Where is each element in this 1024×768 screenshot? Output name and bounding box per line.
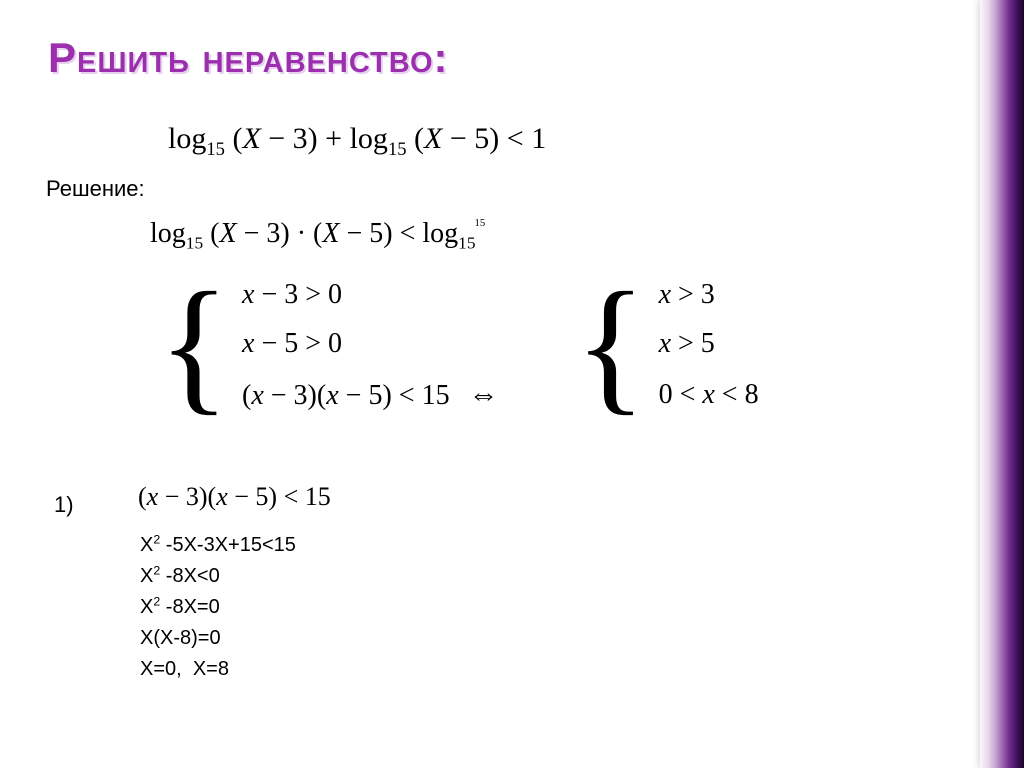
left-brace-icon: { <box>152 270 236 421</box>
work-line: X2 -5X-3X+15<15 <box>140 530 296 561</box>
decorative-right-border <box>980 0 1024 768</box>
system-right-row: 0 < x < 8 <box>653 369 765 421</box>
system-left-row: x − 3 > 0 <box>236 270 517 320</box>
work-line: X=0, X=8 <box>140 654 296 685</box>
slide: Решить неравенство: log15 (X − 3) + log1… <box>0 0 1024 768</box>
item-one-label: 1) <box>54 492 74 518</box>
main-inequality: log15 (X − 3) + log15 (X − 5) < 1 <box>168 122 546 161</box>
work-line: X2 -8X<0 <box>140 561 296 592</box>
slide-title: Решить неравенство: <box>48 34 449 82</box>
equivalence-systems: { x − 3 > 0 { x > 3 x − 5 > 0 x > 5 (x −… <box>152 270 765 421</box>
solution-label: Решение: <box>46 176 145 202</box>
system-left-row: x − 5 > 0 <box>236 320 517 370</box>
equiv-symbol: ⇔ <box>457 378 511 411</box>
step-combined-log: log15 (X − 3) · (X − 5) < log1515 <box>150 218 476 254</box>
work-line: X2 -8X=0 <box>140 592 296 623</box>
system-right-row: x > 3 <box>653 270 765 320</box>
title-text: Решить неравенство: <box>48 34 449 81</box>
step-product-inequality: (x − 3)(x − 5) < 15 <box>138 482 331 512</box>
algebra-work: X2 -5X-3X+15<15 X2 -8X<0 X2 -8X=0 X(X-8)… <box>140 530 296 685</box>
system-left-row: (x − 3)(x − 5) < 15 ⇔ <box>236 369 517 421</box>
system-left-last: (x − 3)(x − 5) < 15 <box>242 380 450 411</box>
work-line: X(X-8)=0 <box>140 623 296 654</box>
right-brace-icon: { <box>569 270 653 421</box>
system-right-row: x > 5 <box>653 320 765 370</box>
